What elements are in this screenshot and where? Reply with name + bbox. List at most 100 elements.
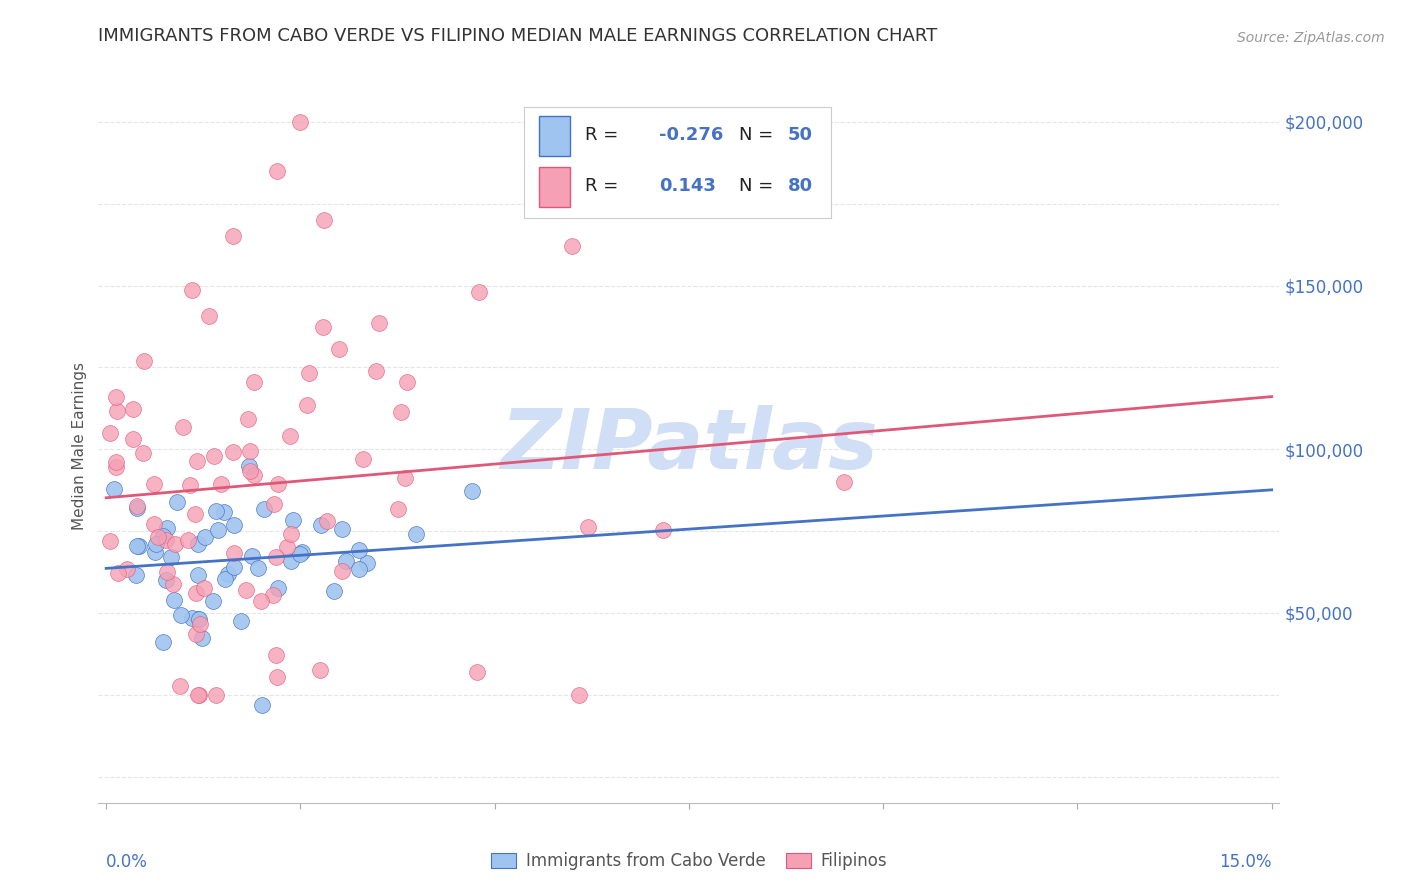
- Point: [576, 520, 599, 534]
- Point: [461, 483, 484, 498]
- Point: [160, 549, 183, 564]
- Point: [238, 458, 260, 473]
- Point: [187, 688, 209, 702]
- Point: [188, 688, 211, 702]
- Point: [104, 459, 127, 474]
- Point: [204, 504, 226, 518]
- Point: [266, 164, 288, 178]
- Text: Source: ZipAtlas.com: Source: ZipAtlas.com: [1237, 31, 1385, 45]
- Point: [142, 517, 165, 532]
- Point: [105, 390, 128, 404]
- Point: [191, 631, 214, 645]
- Point: [280, 527, 302, 541]
- Point: [368, 316, 391, 330]
- Point: [184, 507, 207, 521]
- Point: [243, 375, 266, 389]
- Point: [276, 540, 298, 554]
- Point: [394, 471, 416, 485]
- Point: [145, 537, 167, 551]
- Point: [134, 353, 156, 368]
- Point: [177, 533, 200, 547]
- Point: [266, 670, 288, 684]
- Point: [281, 513, 304, 527]
- Point: [163, 592, 186, 607]
- Point: [156, 565, 179, 579]
- Point: [352, 452, 374, 467]
- Point: [278, 428, 301, 442]
- Point: [243, 468, 266, 483]
- Point: [201, 594, 224, 608]
- Text: IMMIGRANTS FROM CABO VERDE VS FILIPINO MEDIAN MALE EARNINGS CORRELATION CHART: IMMIGRANTS FROM CABO VERDE VS FILIPINO M…: [98, 27, 938, 45]
- Point: [162, 577, 184, 591]
- Point: [152, 634, 174, 648]
- Point: [172, 419, 194, 434]
- Point: [347, 562, 370, 576]
- Point: [187, 567, 209, 582]
- Point: [104, 455, 127, 469]
- Point: [328, 342, 350, 356]
- Point: [212, 505, 235, 519]
- Point: [124, 568, 146, 582]
- Point: [115, 562, 138, 576]
- Point: [335, 554, 357, 568]
- Point: [246, 561, 269, 575]
- Point: [143, 544, 166, 558]
- Point: [194, 530, 217, 544]
- Point: [105, 404, 128, 418]
- Point: [170, 607, 193, 622]
- Text: 0.0%: 0.0%: [107, 853, 148, 871]
- Point: [264, 550, 287, 565]
- Point: [202, 449, 225, 463]
- Point: [315, 514, 337, 528]
- Point: [204, 688, 226, 702]
- Point: [166, 495, 188, 509]
- Point: [239, 444, 262, 458]
- Point: [148, 530, 170, 544]
- Point: [98, 534, 121, 549]
- Point: [187, 612, 209, 626]
- Point: [180, 611, 202, 625]
- Point: [222, 445, 245, 459]
- Point: [263, 497, 285, 511]
- Point: [179, 477, 201, 491]
- Point: [266, 581, 288, 595]
- Point: [222, 229, 245, 244]
- Point: [652, 523, 675, 537]
- Point: [187, 537, 209, 551]
- Point: [312, 320, 335, 334]
- Point: [262, 588, 284, 602]
- Point: [309, 663, 332, 677]
- Point: [567, 688, 589, 702]
- Point: [322, 584, 344, 599]
- Point: [253, 501, 276, 516]
- Point: [231, 614, 253, 628]
- Point: [128, 540, 150, 554]
- Point: [290, 547, 312, 561]
- Point: [312, 213, 335, 227]
- Point: [197, 309, 219, 323]
- Point: [121, 432, 143, 446]
- Point: [330, 564, 353, 578]
- Point: [239, 464, 262, 478]
- Point: [187, 612, 209, 626]
- Point: [224, 546, 246, 560]
- Point: [127, 501, 149, 516]
- Point: [180, 283, 202, 297]
- Point: [155, 521, 177, 535]
- Point: [349, 542, 371, 557]
- Point: [295, 398, 318, 412]
- Point: [387, 502, 409, 516]
- Point: [188, 617, 211, 632]
- Point: [107, 566, 129, 581]
- Point: [152, 529, 174, 543]
- Point: [309, 518, 332, 533]
- Point: [267, 476, 290, 491]
- Point: [468, 285, 491, 300]
- Point: [125, 499, 148, 513]
- Point: [184, 586, 207, 600]
- Point: [155, 573, 177, 587]
- Point: [209, 476, 232, 491]
- Point: [98, 426, 121, 441]
- Point: [125, 539, 148, 553]
- Point: [291, 545, 314, 559]
